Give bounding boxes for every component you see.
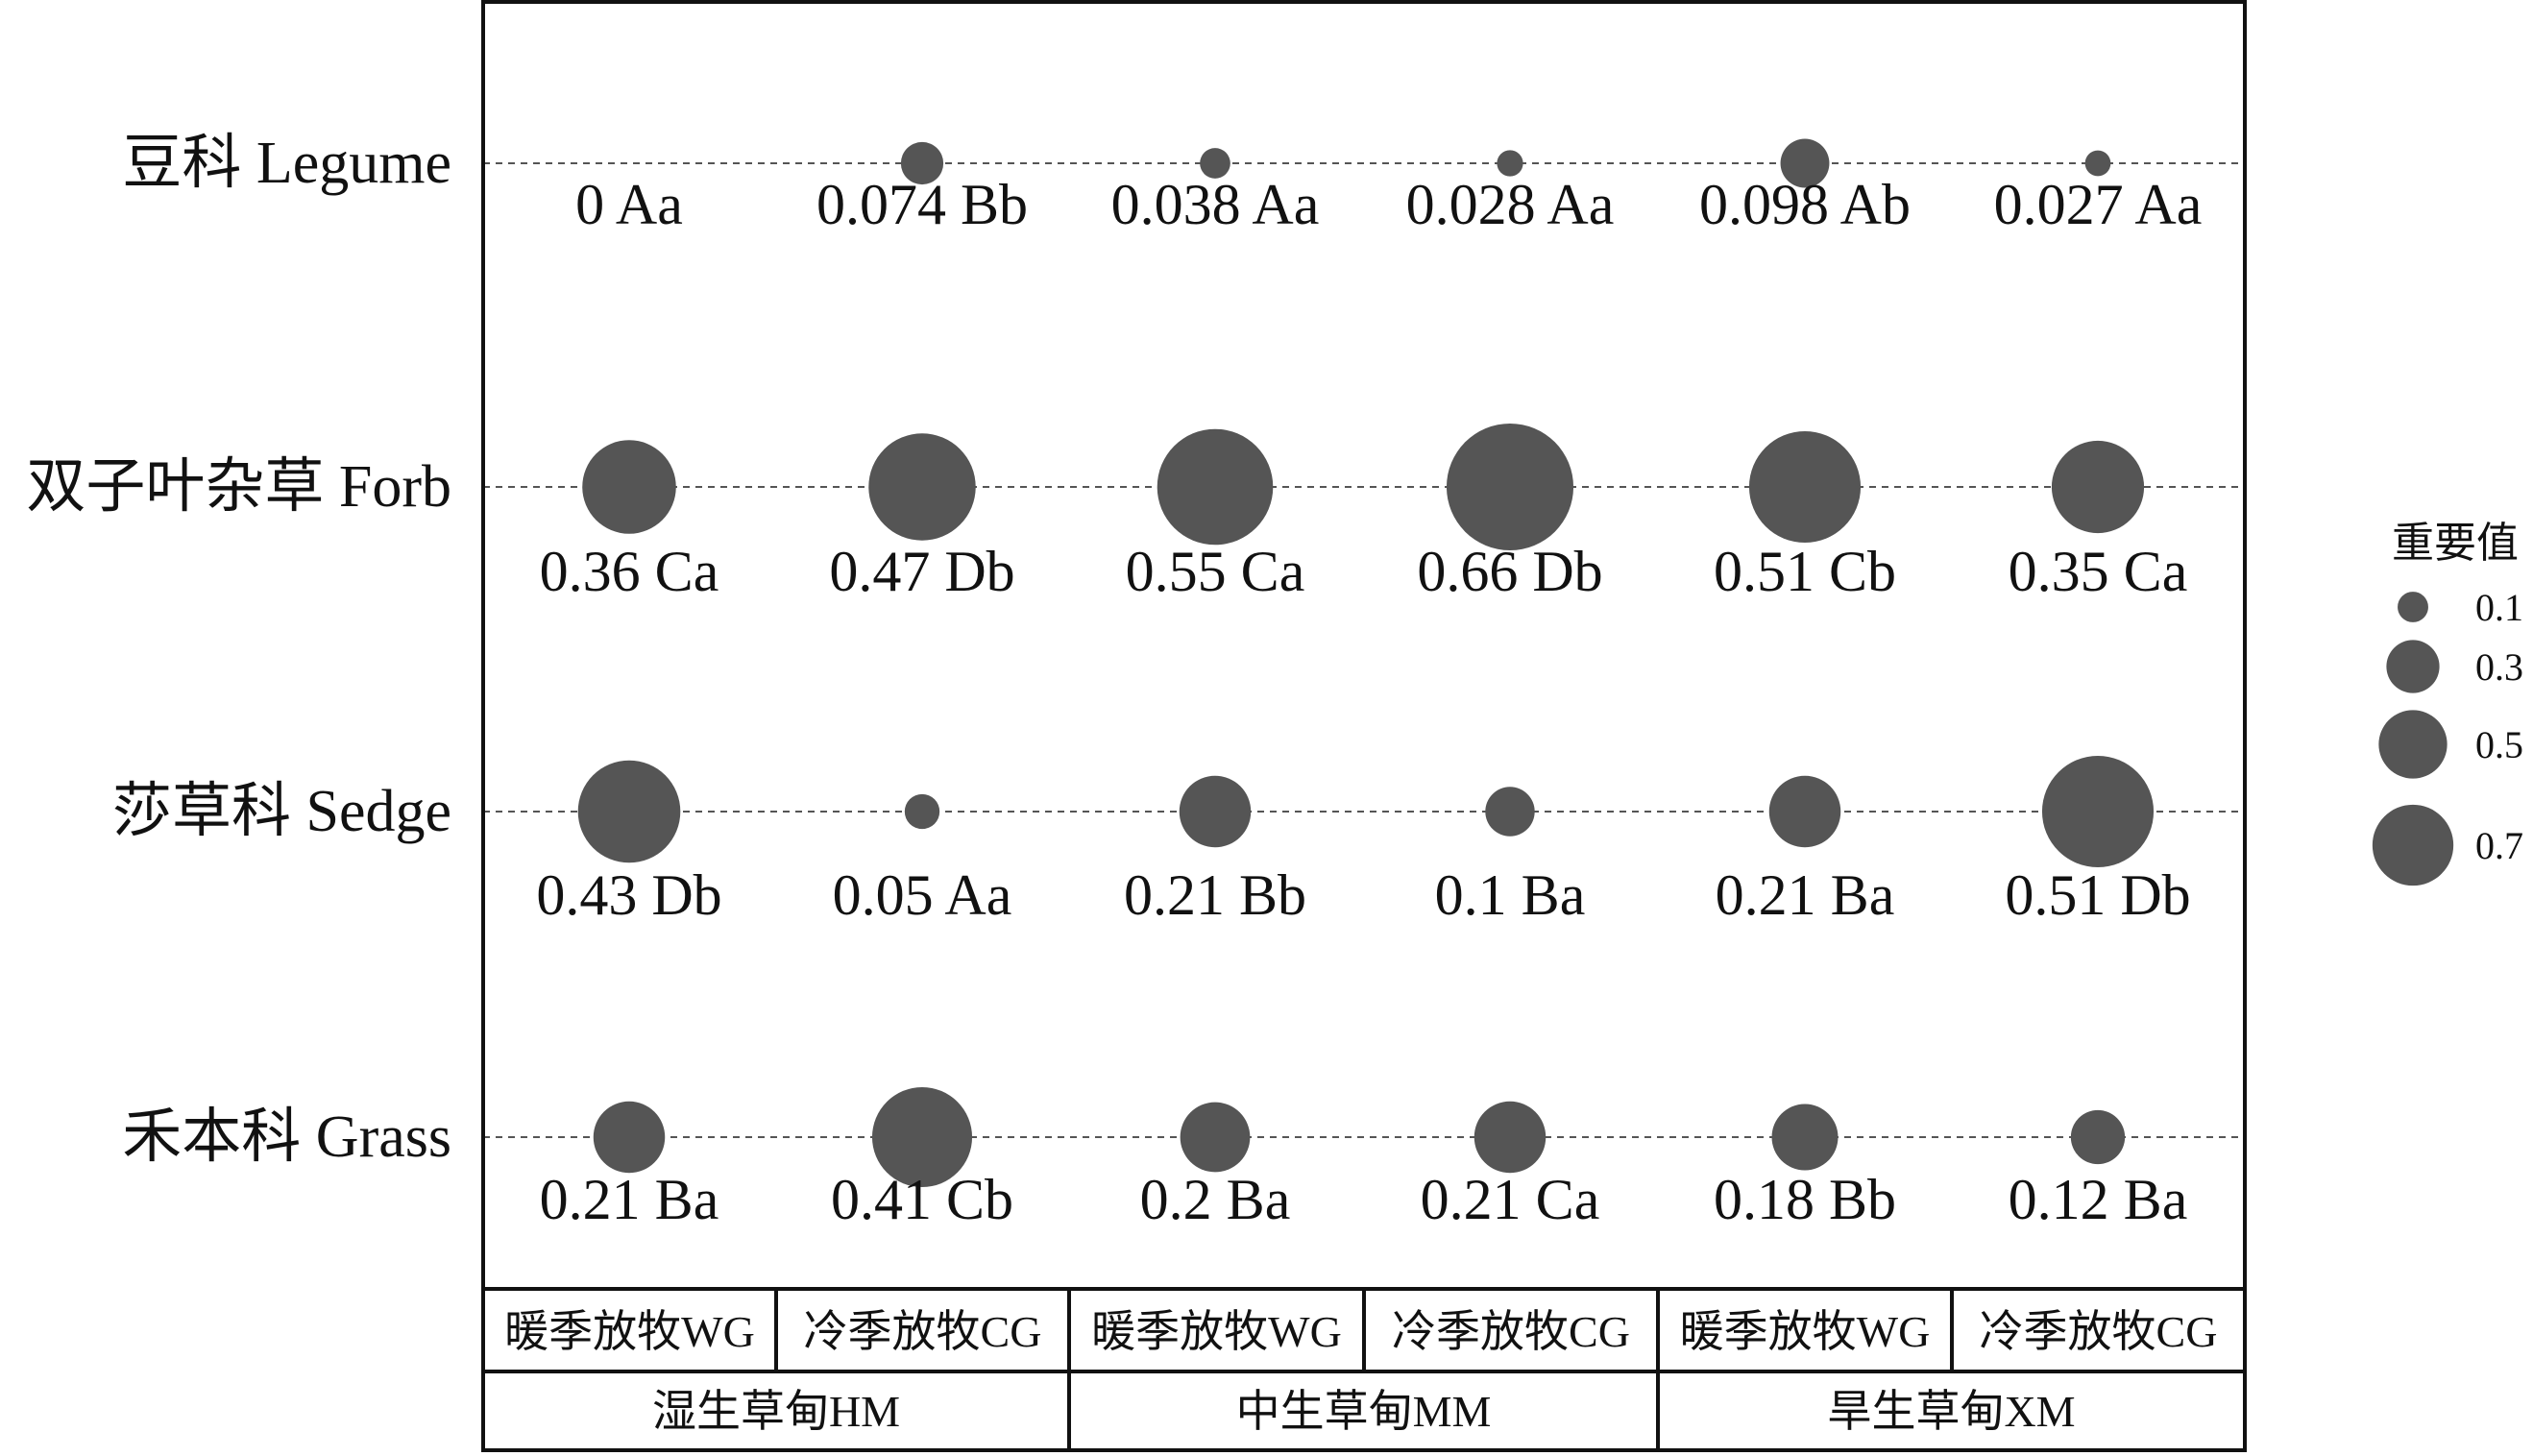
value-label: 0.05 Aa xyxy=(833,863,1012,927)
value-label: 0.51 Cb xyxy=(1714,540,1896,603)
group-label: 中生草甸MM xyxy=(1236,1387,1492,1436)
bubble xyxy=(1474,1101,1547,1174)
column-label: 冷季放牧CG xyxy=(1980,1307,2218,1356)
row-label: 莎草科 Sedge xyxy=(112,779,451,844)
row-label: 双子叶杂草 Forb xyxy=(26,454,451,520)
value-label: 0.12 Ba xyxy=(2009,1168,2188,1231)
column-label: 冷季放牧CG xyxy=(1392,1307,1630,1356)
column-label: 冷季放牧CG xyxy=(804,1307,1042,1356)
bubble xyxy=(2084,150,2111,177)
bubble xyxy=(1180,1102,1251,1173)
group-label: 旱生草甸XM xyxy=(1827,1387,2075,1436)
bubble xyxy=(2041,755,2155,868)
legend-bubble xyxy=(2386,640,2440,693)
legend-label: 0.7 xyxy=(2475,824,2523,867)
bubble xyxy=(577,760,681,863)
bubble xyxy=(593,1101,666,1174)
value-label: 0.18 Bb xyxy=(1714,1168,1896,1231)
legend-bubble xyxy=(2378,710,2448,779)
value-label: 0.35 Ca xyxy=(2009,540,2188,603)
value-label: 0.21 Bb xyxy=(1124,863,1306,927)
value-label: 0.027 Aa xyxy=(1994,173,2203,236)
value-label: 0.41 Cb xyxy=(831,1168,1013,1231)
bubble xyxy=(871,1086,973,1188)
legend-bubble xyxy=(2398,592,2428,622)
bubble xyxy=(1768,775,1841,848)
value-label: 0.2 Ba xyxy=(1140,1168,1291,1231)
bubble xyxy=(868,433,976,541)
bubble xyxy=(1748,430,1862,544)
legend-label: 0.1 xyxy=(2475,586,2523,629)
plot-frame xyxy=(481,0,2247,1452)
bubble xyxy=(582,440,676,534)
value-label: 0.36 Ca xyxy=(540,540,719,603)
bubble xyxy=(900,141,944,185)
bubble xyxy=(2070,1109,2126,1165)
bubble xyxy=(1157,428,1274,546)
value-label: 0.47 Db xyxy=(829,540,1014,603)
value-label: 0.55 Ca xyxy=(1126,540,1305,603)
value-label: 0.074 Bb xyxy=(816,173,1028,236)
value-label: 0.1 Ba xyxy=(1435,863,1586,927)
row-label: 豆科 Legume xyxy=(122,131,451,196)
column-label: 暖季放牧WG xyxy=(1091,1307,1342,1356)
bubble xyxy=(1446,423,1574,551)
bubble xyxy=(1497,150,1523,177)
value-label: 0.21 Ca xyxy=(1421,1168,1600,1231)
bubble xyxy=(2051,440,2145,534)
bubble xyxy=(904,793,940,830)
bubble xyxy=(1771,1104,1839,1171)
value-label: 0 Aa xyxy=(575,173,683,236)
bubble xyxy=(1780,138,1830,188)
value-label: 0.66 Db xyxy=(1417,540,1602,603)
bubble xyxy=(1485,787,1535,837)
value-label: 0.21 Ba xyxy=(540,1168,719,1231)
value-label: 0.43 Db xyxy=(536,863,721,927)
bubble xyxy=(1179,775,1252,848)
value-label: 0.21 Ba xyxy=(1716,863,1895,927)
bubble xyxy=(1200,148,1230,179)
column-label: 暖季放牧WG xyxy=(504,1307,755,1356)
value-label: 0.038 Aa xyxy=(1111,173,1320,236)
legend-label: 0.3 xyxy=(2475,645,2523,689)
group-label: 湿生草甸HM xyxy=(652,1387,900,1436)
value-label: 0.028 Aa xyxy=(1406,173,1615,236)
row-label: 禾本科 Grass xyxy=(122,1104,451,1170)
value-label: 0.51 Db xyxy=(2005,863,2190,927)
value-label: 0.098 Ab xyxy=(1699,173,1911,236)
legend-label: 0.5 xyxy=(2475,723,2523,766)
legend-bubble xyxy=(2372,804,2454,886)
legend-title: 重要值 xyxy=(2392,520,2519,567)
column-label: 暖季放牧WG xyxy=(1680,1307,1931,1356)
